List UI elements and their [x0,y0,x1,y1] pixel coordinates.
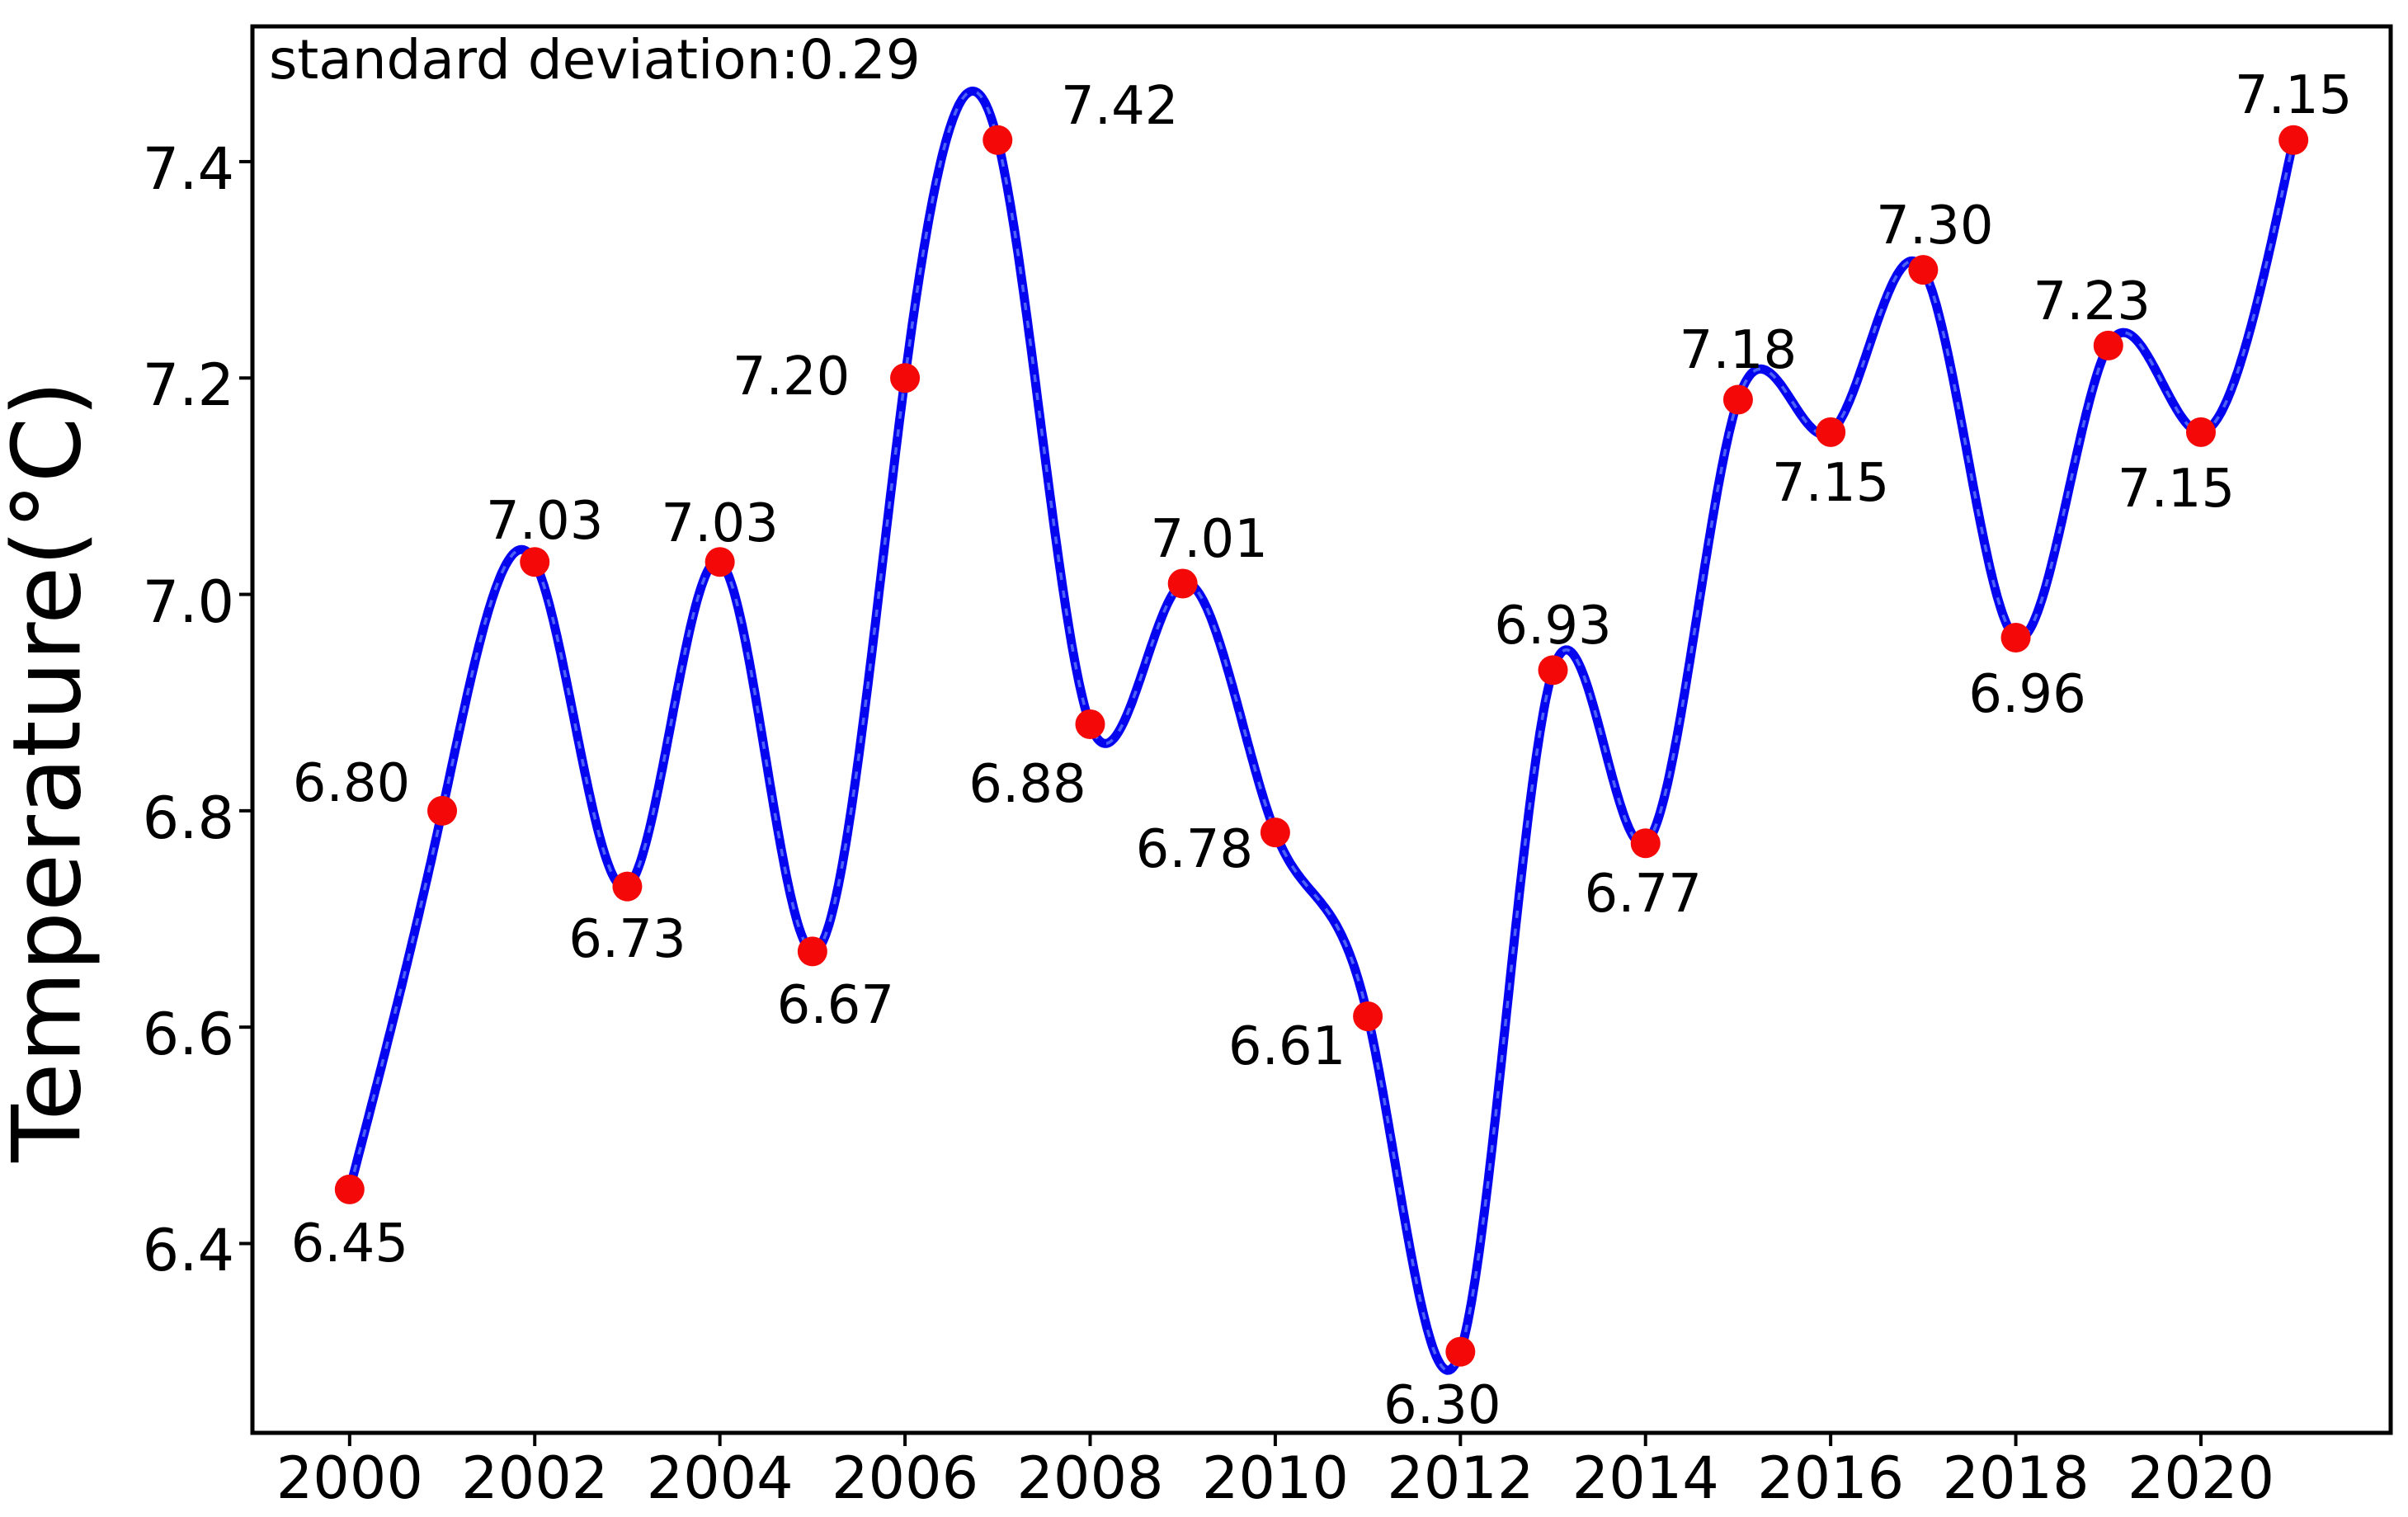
data-point-2020 [2185,417,2216,447]
data-point-2009 [1167,568,1198,599]
point-label-2008: 6.88 [968,753,1086,815]
point-label-2007: 7.42 [1061,75,1179,137]
x-tick-label-2008: 2008 [1016,1444,1164,1512]
x-tick-label-2002: 2002 [461,1444,609,1512]
x-tick-label-2010: 2010 [1201,1444,1349,1512]
point-label-2001: 6.80 [292,752,411,814]
temperature-curve [345,87,2298,1375]
x-tick-label-2014: 2014 [1572,1444,1719,1512]
data-point-2010 [1260,817,1290,848]
data-point-2000 [334,1174,365,1204]
plot-frame [250,24,2393,1435]
data-point-2002 [520,547,550,577]
data-point-2014 [1630,828,1661,859]
data-point-2015 [1722,384,1753,415]
point-label-2014: 6.77 [1584,864,1702,926]
point-label-2004: 7.03 [661,493,779,555]
x-tick-label-2018: 2018 [1942,1444,2090,1512]
point-label-2000: 6.45 [290,1213,409,1274]
point-label-2013: 6.93 [1494,596,1612,657]
point-label-2002: 7.03 [485,491,604,553]
data-point-2003 [612,871,643,902]
point-label-2012: 6.30 [1383,1374,1501,1436]
y-tick-label-7.0: 7.0 [142,568,234,636]
x-tick-label-2016: 2016 [1757,1444,1905,1512]
point-label-2016: 7.15 [1771,452,1890,514]
y-axis-label: Temperature(°C) [0,380,102,1162]
y-tick-label-6.8: 6.8 [142,784,234,852]
point-label-2005: 6.67 [776,975,895,1037]
x-tick-label-2012: 2012 [1387,1444,1534,1512]
data-point-2018 [2000,623,2031,653]
data-point-2021 [2278,125,2309,155]
data-point-2006 [890,363,921,393]
point-label-2010: 6.78 [1135,819,1254,881]
data-point-2016 [1816,417,1846,447]
data-point-2019 [2093,330,2123,360]
point-label-2011: 6.61 [1228,1016,1346,1078]
point-label-2017: 7.30 [1876,196,1994,257]
y-tick-label-7.2: 7.2 [142,351,234,420]
std-deviation-annotation: standard deviation:0.29 [269,28,921,92]
data-point-2005 [797,936,827,967]
point-label-2018: 6.96 [1968,664,2086,726]
data-point-2004 [704,547,735,577]
data-point-2001 [427,795,458,826]
x-tick-label-2004: 2004 [646,1444,794,1512]
temperature-curve-dash-overlay [348,89,2295,1372]
data-point-2012 [1445,1336,1476,1367]
point-label-2019: 7.23 [2033,271,2151,332]
point-label-2009: 7.01 [1150,509,1268,571]
data-point-2007 [983,125,1013,155]
y-tick-label-7.4: 7.4 [142,134,234,203]
y-tick-label-6.6: 6.6 [142,1001,234,1069]
data-point-2008 [1075,709,1105,739]
x-tick-label-2020: 2020 [2127,1444,2275,1512]
point-label-2015: 7.18 [1679,320,1798,382]
data-point-2011 [1353,1001,1383,1032]
x-tick-label-2006: 2006 [831,1444,979,1512]
point-label-2020: 7.15 [2117,458,2236,520]
point-label-2021: 7.15 [2234,64,2353,126]
data-point-2017 [1908,255,1939,285]
point-label-2003: 6.73 [568,908,686,970]
x-tick-label-2000: 2000 [276,1444,423,1512]
data-point-2013 [1538,655,1568,685]
point-label-2006: 7.20 [732,346,851,408]
y-tick-label-6.4: 6.4 [142,1217,234,1285]
